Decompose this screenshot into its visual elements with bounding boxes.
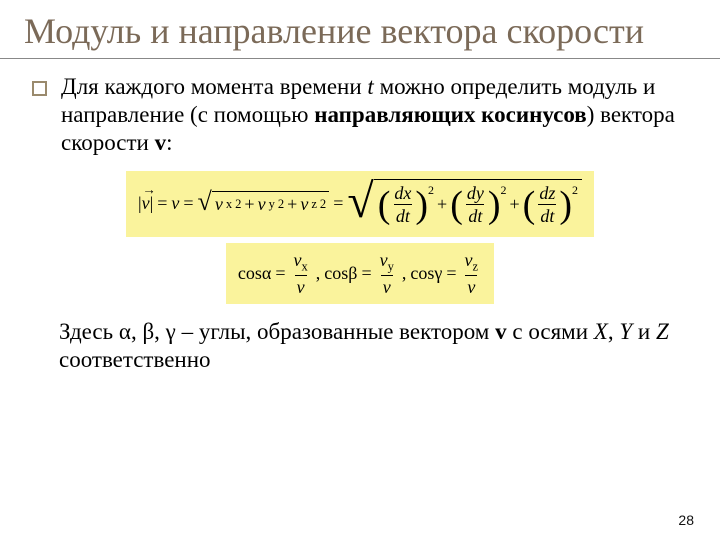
bullet-paragraph: Для каждого момента времени t можно опре…	[32, 73, 688, 157]
paren-right-icon: )	[415, 190, 428, 220]
bullet-square-icon	[32, 81, 47, 96]
radical-icon: √	[198, 189, 212, 215]
term-dz: ( dz dt ) 2	[523, 184, 578, 225]
frac-vy-v: vy v	[378, 251, 396, 296]
paren-left-icon: (	[450, 190, 463, 220]
formula-magnitude: |v| = v = √ vx2 + vy2 + vz2 = √	[126, 171, 594, 237]
term-dx: ( dx dt ) 2	[378, 184, 434, 225]
radicand: vx2 + vy2 + vz2	[212, 191, 329, 217]
paren-right-icon: )	[559, 190, 572, 220]
frac-dydt: dy dt	[465, 184, 486, 225]
cos-beta: cosβ	[324, 263, 357, 284]
equals: =	[157, 193, 167, 214]
title-block: Модуль и направление вектора скорости	[0, 0, 720, 59]
frac-dzdt: dz dt	[537, 184, 557, 225]
term-dy: ( dy dt ) 2	[450, 184, 506, 225]
page-number: 28	[678, 512, 694, 528]
var-v: v	[155, 130, 167, 155]
frac-vx-v: vx v	[291, 251, 309, 296]
paren-left-icon: (	[523, 190, 536, 220]
equals: =	[333, 193, 343, 214]
formula-2-wrap: cosα = vx v , cosβ = vy v , cosγ = v	[32, 243, 688, 304]
radicand-big: ( dx dt ) 2 + ( dy dt	[374, 179, 582, 229]
page-title: Модуль и направление вектора скорости	[24, 12, 696, 52]
abs-v: |v|	[138, 193, 153, 214]
v: v	[171, 193, 179, 214]
formula-cosines: cosα = vx v , cosβ = vy v , cosγ = v	[226, 243, 494, 304]
intro-paragraph: Для каждого момента времени t можно опре…	[61, 73, 688, 157]
radical-icon: √	[347, 178, 373, 226]
paren-left-icon: (	[378, 190, 391, 220]
cos-gamma: cosγ	[410, 263, 442, 284]
sqrt-components: √ vx2 + vy2 + vz2	[198, 191, 330, 217]
formula-1-wrap: |v| = v = √ vx2 + vy2 + vz2 = √	[32, 171, 688, 237]
closing-paragraph: Здесь α, β, γ – углы, образованные векто…	[59, 318, 688, 374]
cos-alpha: cosα	[238, 263, 271, 284]
frac-dxdt: dx dt	[392, 184, 413, 225]
equals: =	[183, 193, 193, 214]
text-segment: :	[166, 130, 172, 155]
term-directional-cosines: направляющих косинусов	[314, 102, 586, 127]
paren-right-icon: )	[488, 190, 501, 220]
sqrt-derivatives: √ ( dx dt ) 2 + (	[347, 179, 582, 229]
text-segment: Для каждого момента времени	[61, 74, 367, 99]
frac-vz-v: vz v	[463, 251, 481, 296]
content-area: Для каждого момента времени t можно опре…	[0, 59, 720, 374]
